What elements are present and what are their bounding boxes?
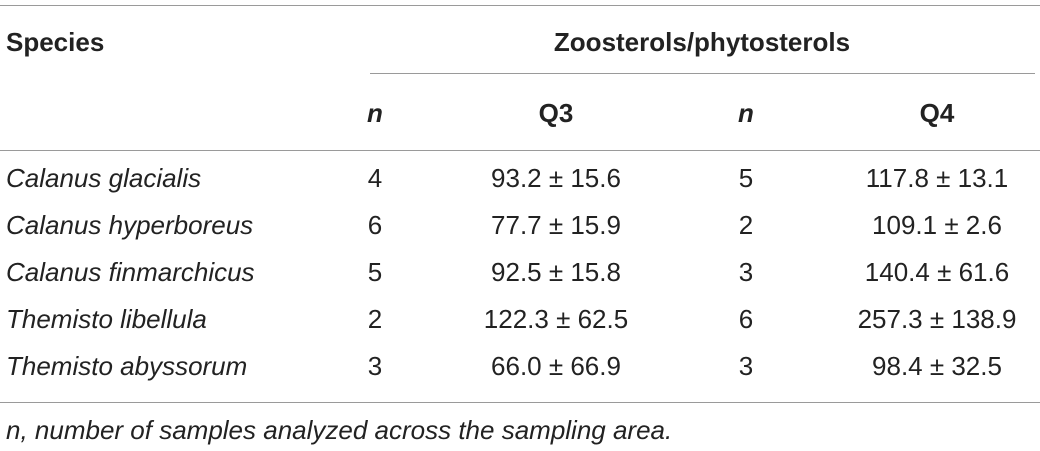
column-header: Q4 bbox=[919, 98, 955, 128]
table-cell: 93.2 ± 15.6 bbox=[491, 163, 621, 193]
species-name: Calanus finmarchicus bbox=[6, 257, 255, 287]
table-cell: 6 bbox=[738, 304, 754, 334]
group-header: Zoosterols/phytosterols bbox=[553, 27, 851, 57]
table-cell: 66.0 ± 66.9 bbox=[491, 351, 621, 381]
column-header: n bbox=[738, 98, 754, 128]
bottom-rule bbox=[0, 402, 1040, 403]
species-name: Calanus glacialis bbox=[6, 163, 202, 193]
species-name: Themisto libellula bbox=[6, 304, 207, 334]
table-cell: 3 bbox=[738, 351, 754, 381]
table-cell: 5 bbox=[738, 163, 754, 193]
group-rule bbox=[370, 73, 1035, 74]
table-cell: 122.3 ± 62.5 bbox=[483, 304, 629, 334]
top-rule bbox=[0, 5, 1040, 6]
table-cell: 5 bbox=[367, 257, 383, 287]
species-header: Species bbox=[6, 27, 105, 57]
species-name: Themisto abyssorum bbox=[6, 351, 248, 381]
table-cell: 257.3 ± 138.9 bbox=[857, 304, 1017, 334]
footnote: n, number of samples analyzed across the… bbox=[6, 415, 673, 445]
table-cell: 4 bbox=[367, 163, 383, 193]
table-cell: 3 bbox=[367, 351, 383, 381]
table-cell: 140.4 ± 61.6 bbox=[864, 257, 1010, 287]
header-rule bbox=[0, 150, 1040, 151]
table-cell: 117.8 ± 13.1 bbox=[865, 163, 1009, 193]
table-cell: 2 bbox=[738, 210, 754, 240]
table-cell: 3 bbox=[738, 257, 754, 287]
table-cell: 98.4 ± 32.5 bbox=[872, 351, 1002, 381]
column-header: n bbox=[367, 98, 383, 128]
species-name: Calanus hyperboreus bbox=[6, 210, 254, 240]
table-cell: 77.7 ± 15.9 bbox=[491, 210, 621, 240]
table-cell: 6 bbox=[367, 210, 383, 240]
table-cell: 92.5 ± 15.8 bbox=[491, 257, 621, 287]
table-cell: 2 bbox=[367, 304, 383, 334]
table-cell: 109.1 ± 2.6 bbox=[872, 210, 1002, 240]
column-header: Q3 bbox=[538, 98, 574, 128]
